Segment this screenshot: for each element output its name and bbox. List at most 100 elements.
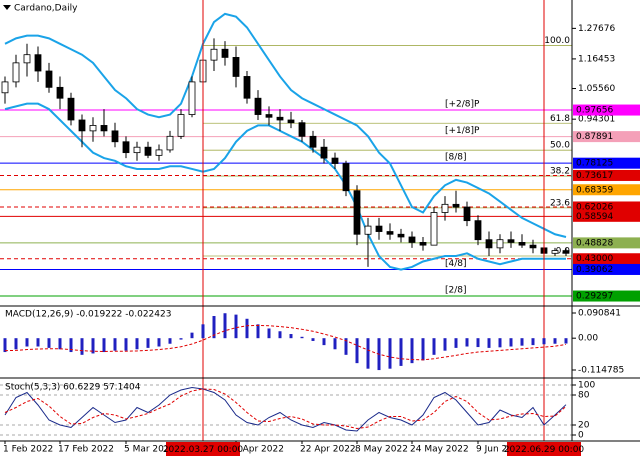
y-tick-label: 1.16453 bbox=[578, 54, 615, 64]
macd-bar bbox=[432, 338, 436, 355]
candle-body bbox=[331, 157, 339, 164]
macd-bar bbox=[509, 338, 513, 347]
y-tick-label: 0.090841 bbox=[578, 309, 621, 319]
lower-band bbox=[4, 102, 566, 271]
candle-body bbox=[408, 236, 416, 243]
y-tick-label: 80 bbox=[578, 391, 590, 401]
level-price: 0.78125 bbox=[576, 159, 613, 169]
candle-body bbox=[34, 54, 42, 72]
candle-body bbox=[320, 146, 328, 159]
level-price: 0.68359 bbox=[576, 185, 613, 195]
stoch-k bbox=[4, 386, 567, 432]
macd-bar bbox=[36, 338, 40, 347]
level-price: 0.43000 bbox=[576, 254, 613, 264]
candle-body bbox=[133, 146, 141, 154]
macd-bar bbox=[113, 338, 117, 351]
macd-bar bbox=[58, 338, 62, 350]
macd-bar bbox=[102, 338, 106, 353]
macd-bar bbox=[388, 338, 392, 369]
macd-bar bbox=[91, 338, 95, 354]
level-tag: [8/8] bbox=[445, 153, 467, 163]
candle-body bbox=[254, 97, 262, 115]
y-tick-label: -0.114785 bbox=[578, 366, 624, 376]
macd-bar bbox=[245, 318, 249, 339]
y-tick-label: 100 bbox=[578, 381, 595, 391]
level-price-box bbox=[573, 131, 640, 143]
candle-body bbox=[67, 97, 75, 121]
macd-bar bbox=[190, 332, 194, 339]
macd-bar bbox=[476, 338, 480, 348]
candle-body bbox=[551, 250, 559, 254]
candle-body bbox=[309, 135, 317, 148]
candle-body bbox=[463, 206, 471, 222]
macd-bar bbox=[69, 338, 73, 353]
macd-bar bbox=[465, 338, 469, 347]
macd-bar bbox=[80, 338, 84, 355]
x-tick-label: 5 Mar 2022 bbox=[124, 445, 175, 455]
candle-body bbox=[375, 225, 383, 232]
macd-bar bbox=[157, 338, 161, 347]
candle-body bbox=[430, 212, 438, 246]
macd-bar bbox=[531, 338, 535, 346]
candle-body bbox=[265, 114, 273, 118]
level-price: 0.97656 bbox=[576, 106, 613, 116]
macd-bar bbox=[542, 338, 546, 345]
level-price: 0.58594 bbox=[576, 212, 613, 222]
candle-body bbox=[452, 203, 460, 208]
macd-signal bbox=[4, 324, 567, 361]
level-tag: [2/8] bbox=[445, 286, 467, 296]
macd-bar bbox=[256, 324, 260, 339]
candle-body bbox=[155, 149, 163, 156]
candle-body bbox=[419, 242, 427, 246]
macd-bar bbox=[454, 338, 458, 348]
level-price-box bbox=[573, 184, 640, 196]
level-price-box bbox=[573, 290, 640, 302]
candle-body bbox=[188, 81, 196, 115]
x-tick-label: 1 Feb 2022 bbox=[3, 445, 53, 455]
macd-bar bbox=[124, 338, 128, 351]
fib-label: 61.8 bbox=[550, 114, 570, 124]
macd-bar bbox=[355, 338, 359, 364]
level-price: 0.29297 bbox=[576, 292, 613, 302]
candle-body bbox=[529, 244, 537, 249]
macd-bar bbox=[234, 314, 238, 339]
macd-bar bbox=[135, 338, 139, 350]
macd-bar bbox=[421, 338, 425, 361]
x-tick-label: 6 Apr 2022 bbox=[234, 445, 284, 455]
candle-body bbox=[177, 114, 185, 137]
candle-body bbox=[276, 116, 284, 121]
candle-body bbox=[353, 190, 361, 235]
x-tick-label: 9 Jun 2022 bbox=[476, 445, 524, 455]
candle-body bbox=[562, 250, 570, 254]
y-tick-label: 20 bbox=[578, 421, 590, 431]
level-tag: [+2/8]P bbox=[445, 100, 480, 110]
macd-bar bbox=[14, 338, 18, 350]
level-price-box bbox=[573, 157, 640, 169]
candle-body bbox=[89, 125, 97, 132]
macd-bar bbox=[520, 338, 524, 346]
macd-bar bbox=[322, 338, 326, 346]
candle-body bbox=[397, 233, 405, 238]
stoch-d bbox=[4, 388, 567, 430]
level-price-box bbox=[573, 237, 640, 249]
candle-body bbox=[166, 135, 174, 151]
upper-band bbox=[4, 12, 567, 238]
candle-body bbox=[100, 125, 108, 132]
candle-body bbox=[518, 242, 526, 246]
candle-body bbox=[386, 231, 394, 235]
macd-bar bbox=[223, 313, 227, 339]
fib-label: 100.0 bbox=[544, 36, 570, 46]
level-price-box bbox=[573, 210, 640, 222]
candle-body bbox=[232, 57, 240, 77]
candle-body bbox=[441, 203, 449, 213]
macd-bar bbox=[366, 338, 370, 369]
macd-bar bbox=[201, 324, 205, 339]
x-tick-label: 17 Feb 2022 bbox=[58, 445, 114, 455]
candle-body bbox=[78, 119, 86, 132]
cursor-label: 2022.06.29 00:00 bbox=[504, 445, 585, 455]
macd-bar bbox=[553, 338, 557, 344]
macd-bar bbox=[47, 338, 51, 348]
macd-bar bbox=[487, 338, 491, 348]
